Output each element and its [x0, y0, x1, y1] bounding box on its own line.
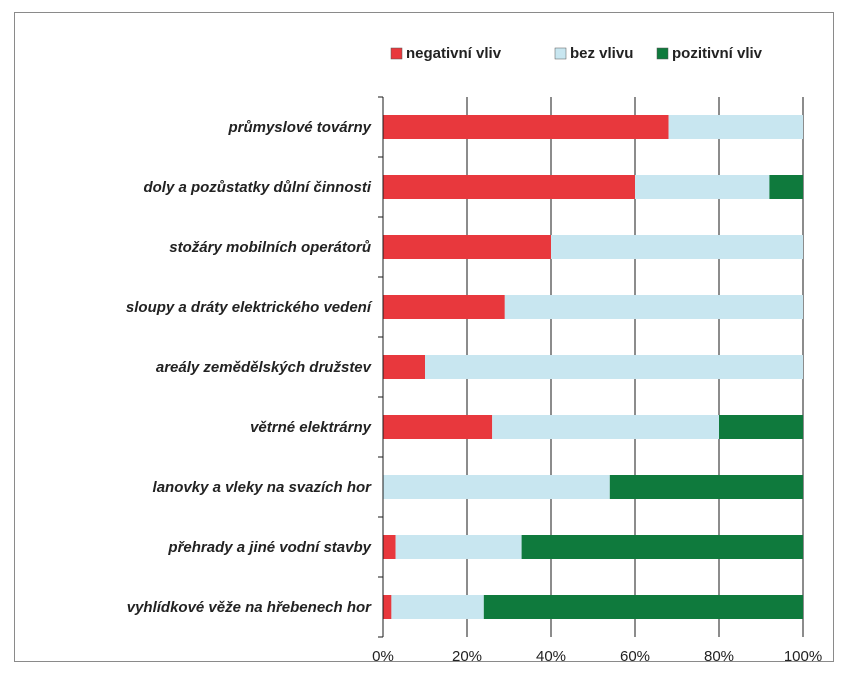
x-tick-labels: 0% 20% 40% 60% 80% 100%	[372, 648, 822, 661]
stacked-bar-chart: průmyslové továrny doly a pozůstatky důln…	[126, 45, 822, 661]
bar-segment	[635, 175, 770, 199]
bar-segment	[383, 475, 610, 499]
bar-segment	[504, 295, 803, 319]
legend-swatch	[656, 47, 669, 60]
legend: negativní vliv bez vlivu pozitivní vliv	[390, 45, 763, 62]
legend-label: negativní vliv	[406, 45, 502, 62]
x-tick-label: 0%	[372, 648, 394, 661]
bar-segment	[609, 475, 803, 499]
category-label: areály zemědělských družstev	[156, 359, 373, 376]
category-label: doly a pozůstatky důlní činnosti	[143, 179, 371, 196]
bar-segment	[383, 295, 505, 319]
bar-segment	[719, 415, 803, 439]
category-label: větrné elektrárny	[250, 419, 372, 436]
bar-segment	[425, 355, 803, 379]
bar-segment	[383, 415, 493, 439]
bar-segment	[383, 115, 669, 139]
x-tick-label: 80%	[704, 648, 734, 661]
x-tick-label: 60%	[620, 648, 650, 661]
bar-segment	[383, 535, 396, 559]
category-label: přehrady a jiné vodní stavby	[167, 539, 371, 556]
bar-segment	[668, 115, 803, 139]
bar-segment	[521, 535, 803, 559]
bar-segment	[383, 175, 635, 199]
legend-swatch	[554, 47, 567, 60]
x-tick-label: 100%	[784, 648, 822, 661]
legend-label: bez vlivu	[570, 45, 633, 62]
category-label: sloupy a dráty elektrického vedení	[126, 299, 373, 316]
bar-segment	[391, 595, 484, 619]
bar-segment	[383, 355, 425, 379]
y-axis	[378, 96, 384, 638]
category-label: lanovky a vleky na svazích hor	[153, 479, 373, 496]
bar-segment	[492, 415, 719, 439]
category-label: stožáry mobilních operátorů	[169, 239, 371, 256]
x-tick-label: 40%	[536, 648, 566, 661]
bar-segment	[551, 235, 803, 259]
bar-segment	[483, 595, 803, 619]
bar-segment	[395, 535, 522, 559]
bar-segment	[383, 595, 392, 619]
x-tick-label: 20%	[452, 648, 482, 661]
bar-segment	[383, 235, 551, 259]
category-label: vyhlídkové věže na hřebenech hor	[127, 599, 372, 616]
bars	[383, 115, 803, 619]
chart-frame: průmyslové továrny doly a pozůstatky důln…	[14, 12, 834, 662]
bar-segment	[769, 175, 803, 199]
legend-swatch	[390, 47, 403, 60]
category-labels: průmyslové továrny doly a pozůstatky důln…	[126, 119, 373, 616]
legend-label: pozitivní vliv	[672, 45, 763, 62]
category-label: průmyslové továrny	[227, 119, 371, 136]
